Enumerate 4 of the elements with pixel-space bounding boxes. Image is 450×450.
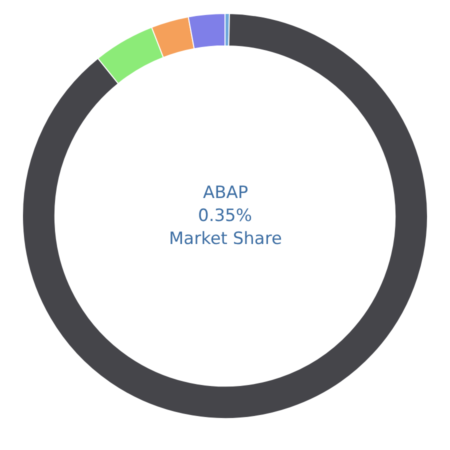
text: 0.35% — [198, 206, 252, 226]
donut-slice — [22, 13, 428, 419]
text: ABAP — [203, 183, 248, 203]
text: Market Share — [169, 229, 282, 249]
